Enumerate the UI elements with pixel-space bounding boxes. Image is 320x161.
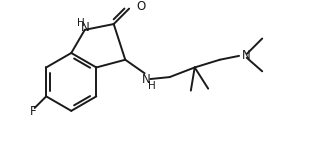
Text: H: H (77, 18, 85, 28)
Text: N: N (81, 21, 90, 34)
Text: N: N (242, 49, 251, 62)
Text: N: N (142, 73, 151, 86)
Text: H: H (148, 81, 156, 91)
Text: O: O (137, 0, 146, 13)
Text: F: F (29, 105, 36, 118)
